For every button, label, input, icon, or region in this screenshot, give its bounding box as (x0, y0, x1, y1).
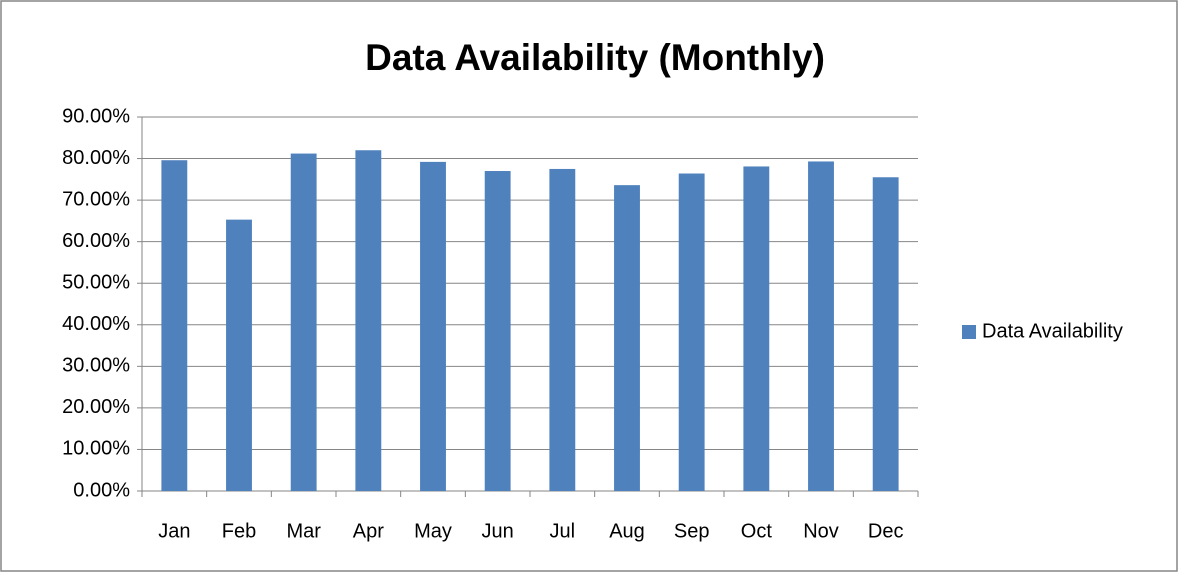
x-tick-label: Nov (803, 520, 839, 542)
x-tick-label: Jan (158, 520, 190, 542)
x-tick-label: Oct (741, 520, 773, 542)
bar (420, 161, 446, 491)
chart-title: Data Availability (Monthly) (365, 37, 825, 78)
legend-label: Data Availability (982, 320, 1123, 342)
y-tick-label: 90.00% (62, 105, 130, 127)
x-tick-label: Dec (868, 520, 904, 542)
bar (484, 171, 511, 491)
bar (808, 161, 834, 491)
y-tick-label: 30.00% (62, 355, 130, 377)
x-tick-label: Sep (674, 520, 710, 542)
bar (549, 168, 576, 491)
x-tick-label: May (414, 520, 452, 542)
y-tick-label: 70.00% (62, 188, 130, 210)
x-tick-label: Jun (482, 520, 514, 542)
x-tick-label: Aug (609, 520, 645, 542)
bar (161, 160, 188, 491)
bar (614, 185, 640, 491)
y-tick-label: 60.00% (62, 230, 130, 252)
bar (226, 219, 252, 492)
x-tick-label: Mar (286, 520, 321, 542)
legend-swatch (962, 325, 976, 339)
y-tick-label: 20.00% (62, 396, 130, 418)
y-tick-label: 10.00% (62, 438, 130, 460)
bar (355, 150, 382, 491)
bar (290, 153, 317, 491)
bar (678, 173, 705, 491)
x-tick-label: Apr (353, 520, 384, 542)
bar (872, 177, 899, 491)
x-tick-label: Jul (550, 520, 576, 542)
x-tick-label: Feb (222, 520, 256, 542)
bar (743, 166, 770, 491)
y-tick-label: 80.00% (62, 147, 130, 169)
y-tick-label: 40.00% (62, 313, 130, 335)
y-tick-label: 0.00% (73, 479, 130, 501)
y-tick-label: 50.00% (62, 272, 130, 294)
